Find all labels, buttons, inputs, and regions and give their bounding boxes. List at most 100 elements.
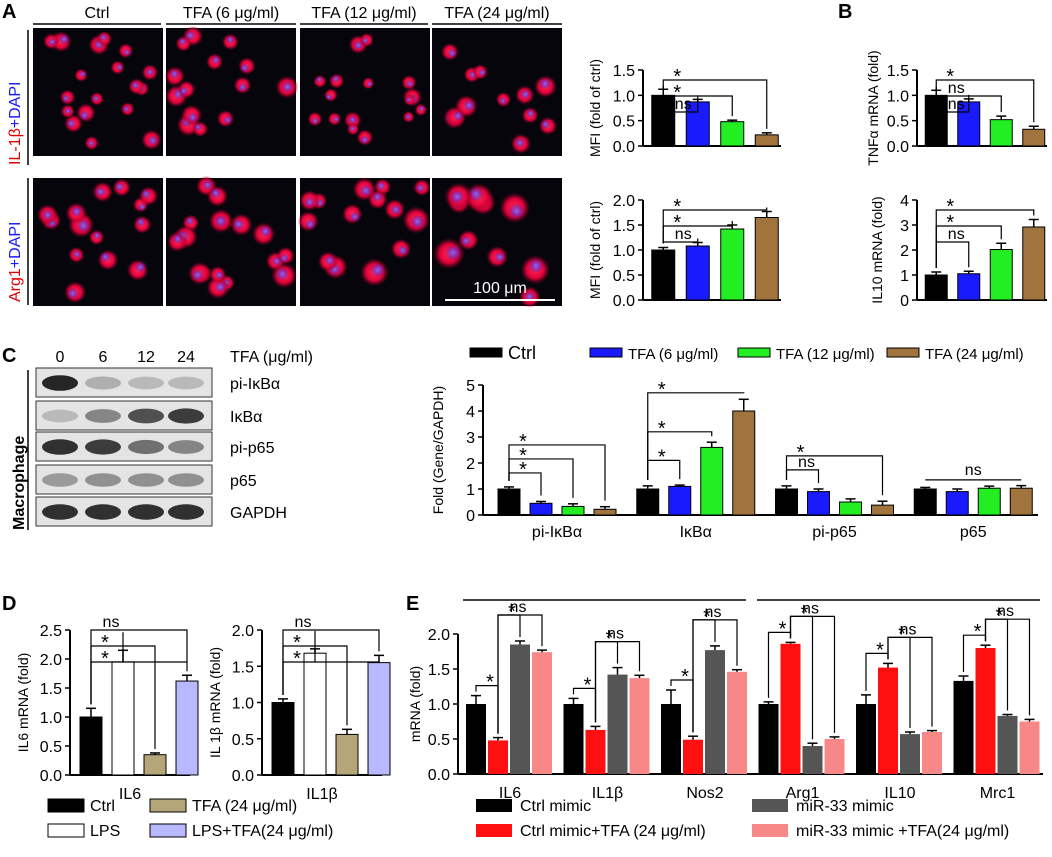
micro-nucleus	[215, 271, 224, 279]
micro-nucleus	[64, 108, 72, 115]
bar	[532, 652, 552, 774]
sig-bracket	[90, 629, 188, 705]
sig-ns: ns	[675, 96, 692, 113]
y-tick-label: 1.0	[613, 243, 635, 260]
blot-lane-title: TFA (μg/ml)	[230, 349, 313, 366]
x-tick-label: p65	[960, 524, 987, 541]
legend-panel-e: Ctrl mimic Ctrl mimic+TFA (24 μg/ml) miR-3…	[476, 798, 1009, 840]
sig-star: *	[101, 632, 109, 654]
micro-nucleus	[238, 83, 247, 92]
micro-nucleus	[406, 96, 412, 103]
micro-nucleus	[194, 123, 202, 131]
legend-label: Ctrl	[90, 798, 115, 815]
sig-bracket	[935, 209, 1035, 268]
bar	[497, 488, 521, 516]
blot-band	[85, 409, 121, 423]
bar	[111, 661, 135, 776]
y-tick-label: 0.5	[613, 268, 635, 285]
micro-nucleus	[77, 219, 90, 232]
sig-bracket	[692, 619, 738, 733]
legend-label: Ctrl	[508, 343, 536, 363]
blot-band	[128, 408, 164, 424]
bar	[700, 446, 724, 516]
y-axis-label: MFI (fold of ctrl)	[587, 201, 603, 299]
micro-nucleus	[316, 76, 323, 83]
micro-nucleus	[131, 81, 140, 89]
micro-row1-dapi: +DAPI	[7, 82, 24, 129]
sig-ns: ns	[510, 599, 527, 616]
panel-letter-e: E	[406, 593, 419, 615]
y-axis-label: Fold (Gene/GAPDH)	[430, 386, 446, 514]
sig-star: *	[898, 623, 906, 645]
sig-ns: ns	[948, 226, 965, 243]
sig-star: *	[606, 628, 614, 650]
y-tick-label: 1.5	[613, 218, 635, 235]
micro-nucleus	[135, 262, 146, 272]
micro-row-label-arg1: Arg1+DAPI	[7, 222, 24, 302]
micro-nucleus	[215, 215, 227, 227]
micro-nucleus	[95, 187, 106, 197]
x-tick-label: Mrc1	[980, 785, 1016, 802]
sig-bracket	[662, 207, 768, 244]
y-tick-label: 0	[900, 293, 909, 310]
micro-col-label-tfa12: TFA (12 μg/ml)	[311, 5, 416, 22]
y-tick-label: 1.5	[232, 659, 254, 676]
x-tick-label: pi-IκBα	[532, 524, 582, 541]
bar	[953, 680, 974, 774]
legend-swatch	[589, 347, 623, 358]
micro-nucleus	[325, 93, 332, 101]
sig-ns: ns	[607, 626, 624, 643]
blot-band-label: pi-p65	[230, 440, 275, 457]
micro-nucleus	[416, 184, 425, 192]
micro-nucleus	[360, 185, 372, 196]
bar	[79, 716, 103, 776]
micro-nucleus	[377, 181, 385, 190]
bar	[367, 662, 391, 776]
bar	[1009, 487, 1033, 516]
micro-nucleus	[115, 182, 124, 191]
bar	[975, 648, 996, 774]
sig-bracket	[935, 86, 970, 113]
sig-bracket	[647, 392, 745, 480]
blot-band-label: pi-IκBα	[230, 376, 280, 393]
micro-nucleus	[260, 225, 271, 237]
legend-label: Ctrl mimic+TFA (24 μg/ml)	[520, 823, 706, 840]
y-tick-label: 1.5	[428, 662, 450, 679]
blot-band	[85, 439, 121, 455]
blot-band	[85, 504, 121, 520]
bar	[997, 715, 1018, 774]
sig-star: *	[508, 601, 516, 623]
micro-col-label-tfa6: TFA (6 μg/ml)	[183, 5, 279, 22]
micro-nucleus	[42, 210, 53, 220]
blot-lane-12: 12	[137, 349, 155, 366]
sig-star: *	[673, 66, 681, 88]
legend-panel-c: Ctrl TFA (6 μg/ml) TFA (12 μg/ml) TFA (24 μ…	[469, 343, 1024, 363]
blot-band-label: GAPDH	[230, 505, 287, 522]
bar	[585, 729, 606, 774]
blot-band	[168, 408, 204, 424]
micro-nucleus	[66, 119, 76, 128]
micro-nucleus	[233, 219, 244, 230]
legend-label: TFA (12 μg/ml)	[776, 346, 875, 363]
micro-nucleus	[173, 234, 183, 244]
sig-star: *	[101, 648, 109, 670]
bar	[871, 504, 894, 516]
legend-swatch	[469, 347, 503, 358]
bar	[685, 245, 710, 301]
micro-nucleus	[494, 252, 505, 262]
micro-nucleus	[223, 115, 232, 124]
sig-ns: ns	[103, 614, 120, 631]
bar	[824, 739, 845, 774]
sig-star: *	[658, 446, 666, 468]
y-tick-label: 0.0	[613, 139, 635, 156]
bar	[732, 410, 756, 516]
bar	[510, 644, 530, 774]
micro-nucleus	[478, 68, 486, 77]
micro-nucleus	[73, 250, 81, 258]
legend-swatch	[149, 798, 187, 813]
y-tick-label: 1.0	[40, 710, 62, 727]
